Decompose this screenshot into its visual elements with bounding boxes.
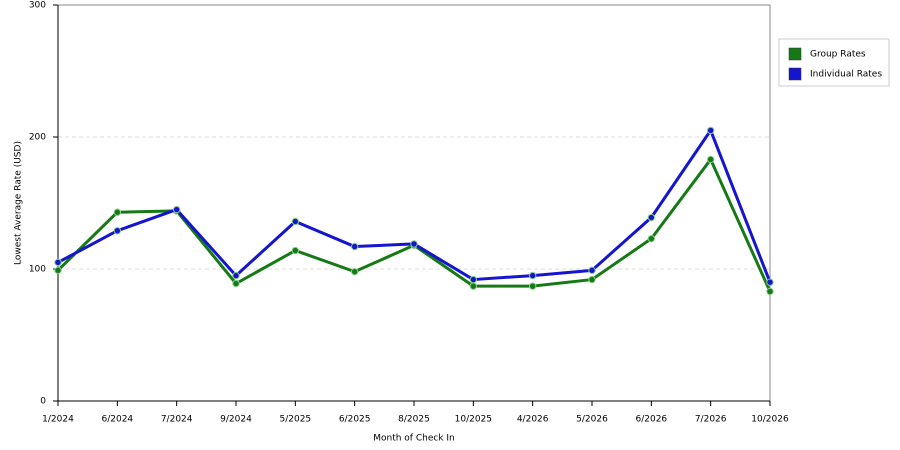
- point: [706, 155, 715, 164]
- point: [232, 279, 240, 288]
- legend-label: Group Rates: [810, 50, 866, 60]
- x-tick-label: 4/2026: [517, 415, 549, 425]
- x-tick-label: 1/2024: [42, 415, 74, 425]
- point: [647, 213, 656, 222]
- point: [54, 258, 62, 267]
- point: [588, 266, 596, 275]
- point: [350, 242, 359, 251]
- point: [113, 208, 122, 216]
- legend-swatch: [788, 47, 802, 61]
- x-tick-label: 5/2025: [279, 415, 311, 425]
- legend-swatch: [788, 67, 802, 81]
- point: [113, 227, 122, 235]
- y-tick-label: 300: [29, 1, 46, 11]
- x-axis-label: Month of Check In: [373, 434, 455, 444]
- x-tick-label: 7/2024: [161, 415, 193, 425]
- x-tick-label: 10/2026: [751, 415, 789, 425]
- plot-border: [57, 4, 771, 402]
- point: [528, 271, 537, 280]
- x-tick-label: 7/2026: [695, 415, 727, 425]
- series-line: [57, 128, 772, 283]
- y-tick-label: 100: [29, 265, 46, 275]
- point: [350, 267, 359, 276]
- x-tick-label: 10/2025: [455, 415, 492, 425]
- point: [291, 246, 300, 255]
- x-tick-label: 5/2026: [576, 415, 608, 425]
- series-line: [56, 157, 772, 293]
- point: [410, 240, 418, 248]
- x-tick-label: 9/2024: [220, 415, 252, 425]
- point: [528, 282, 537, 290]
- point: [647, 234, 656, 243]
- x-tick-label: 6/2024: [101, 415, 133, 425]
- point: [54, 266, 62, 275]
- point: [706, 126, 715, 135]
- point: [469, 282, 478, 290]
- point: [588, 275, 596, 284]
- point: [469, 275, 478, 284]
- x-tick-label: 8/2025: [398, 415, 430, 425]
- point: [766, 278, 774, 286]
- legend-label: Individual Rates: [810, 70, 882, 80]
- y-tick-label: 0: [40, 397, 46, 407]
- point: [766, 287, 774, 296]
- x-tick-label: 6/2025: [339, 415, 371, 425]
- point: [232, 271, 240, 280]
- y-axis-label: Lowest Average Rate (USD): [14, 141, 24, 265]
- y-tick-label: 200: [29, 133, 46, 143]
- x-tick-label: 6/2026: [635, 415, 667, 425]
- point: [291, 217, 300, 226]
- point: [172, 205, 181, 214]
